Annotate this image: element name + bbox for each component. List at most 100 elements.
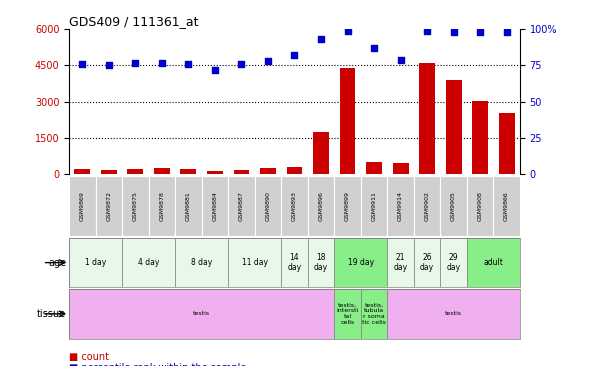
Bar xyxy=(175,176,202,236)
Text: 18
day: 18 day xyxy=(314,253,328,272)
Bar xyxy=(361,289,387,339)
Text: GSM9905: GSM9905 xyxy=(451,191,456,221)
Text: GSM9902: GSM9902 xyxy=(424,191,430,221)
Bar xyxy=(234,169,249,174)
Text: GSM9914: GSM9914 xyxy=(398,191,403,221)
Bar xyxy=(387,238,414,287)
Point xyxy=(157,60,166,66)
Text: GSM9899: GSM9899 xyxy=(345,191,350,221)
Bar xyxy=(445,81,462,174)
Text: GSM9866: GSM9866 xyxy=(504,191,509,221)
Bar xyxy=(148,176,175,236)
Text: 21
day: 21 day xyxy=(394,253,407,272)
Bar xyxy=(281,238,308,287)
Point xyxy=(237,61,246,67)
Text: GSM9875: GSM9875 xyxy=(133,191,138,221)
Bar xyxy=(122,176,148,236)
Point xyxy=(423,28,432,34)
Point xyxy=(104,63,114,68)
Bar xyxy=(228,176,255,236)
Text: 1 day: 1 day xyxy=(85,258,106,267)
Point xyxy=(343,28,352,34)
Bar xyxy=(334,289,361,339)
Text: testis,
intersti
tal
cells: testis, intersti tal cells xyxy=(337,303,359,325)
Text: 4 day: 4 day xyxy=(138,258,159,267)
Bar xyxy=(228,238,281,287)
Bar xyxy=(69,176,96,236)
Text: GSM9893: GSM9893 xyxy=(292,191,297,221)
Text: GDS409 / 111361_at: GDS409 / 111361_at xyxy=(69,15,198,28)
Text: GSM9896: GSM9896 xyxy=(319,191,323,221)
Bar xyxy=(467,238,520,287)
Point xyxy=(78,61,87,67)
Point xyxy=(263,58,273,64)
Bar xyxy=(313,132,329,174)
Bar xyxy=(387,289,520,339)
Bar xyxy=(122,238,175,287)
Bar xyxy=(255,176,281,236)
Bar xyxy=(69,238,122,287)
Bar xyxy=(75,169,90,174)
Bar xyxy=(281,176,308,236)
Text: tissue: tissue xyxy=(37,309,66,319)
Bar xyxy=(387,176,414,236)
Bar xyxy=(69,289,334,339)
Bar xyxy=(207,171,223,174)
Bar xyxy=(334,238,387,287)
Text: age: age xyxy=(48,258,66,268)
Text: 14
day: 14 day xyxy=(287,253,302,272)
Text: 11 day: 11 day xyxy=(242,258,267,267)
Text: GSM9890: GSM9890 xyxy=(266,191,270,221)
Bar xyxy=(414,176,441,236)
Bar xyxy=(414,238,441,287)
Bar xyxy=(361,176,387,236)
Point xyxy=(130,60,140,66)
Text: testis,
tubula
r soma
tic cells: testis, tubula r soma tic cells xyxy=(362,303,386,325)
Bar xyxy=(334,176,361,236)
Bar xyxy=(366,163,382,174)
Point xyxy=(502,29,511,35)
Text: GSM9878: GSM9878 xyxy=(159,191,165,221)
Bar xyxy=(499,113,514,174)
Bar xyxy=(96,176,122,236)
Text: ■ count: ■ count xyxy=(69,352,109,362)
Text: 29
day: 29 day xyxy=(447,253,460,272)
Bar xyxy=(180,169,197,174)
Bar xyxy=(175,238,228,287)
Point xyxy=(210,67,220,73)
Bar xyxy=(308,176,334,236)
Bar xyxy=(202,176,228,236)
Point xyxy=(369,45,379,51)
Text: GSM9881: GSM9881 xyxy=(186,191,191,221)
Point xyxy=(316,37,326,42)
Text: adult: adult xyxy=(483,258,503,267)
Point xyxy=(475,29,485,35)
Text: testis: testis xyxy=(445,311,462,316)
Bar xyxy=(308,238,334,287)
Text: 19 day: 19 day xyxy=(348,258,374,267)
Bar xyxy=(493,176,520,236)
Text: ■ percentile rank within the sample: ■ percentile rank within the sample xyxy=(69,363,246,366)
Bar xyxy=(287,167,302,174)
Bar xyxy=(101,169,117,174)
Point xyxy=(449,29,459,35)
Point xyxy=(290,52,299,58)
Bar xyxy=(260,168,276,174)
Text: GSM9869: GSM9869 xyxy=(80,191,85,221)
Bar xyxy=(154,168,170,174)
Text: testis: testis xyxy=(193,311,210,316)
Text: GSM9911: GSM9911 xyxy=(371,191,377,221)
Text: GSM9884: GSM9884 xyxy=(212,191,218,221)
Text: 26
day: 26 day xyxy=(420,253,434,272)
Text: GSM9872: GSM9872 xyxy=(106,191,111,221)
Bar xyxy=(441,238,467,287)
Bar xyxy=(419,63,435,174)
Bar xyxy=(441,176,467,236)
Bar xyxy=(472,101,488,174)
Point xyxy=(184,61,194,67)
Bar xyxy=(467,176,493,236)
Text: 8 day: 8 day xyxy=(191,258,212,267)
Text: GSM9908: GSM9908 xyxy=(478,191,483,221)
Bar xyxy=(392,164,409,174)
Point xyxy=(395,57,405,63)
